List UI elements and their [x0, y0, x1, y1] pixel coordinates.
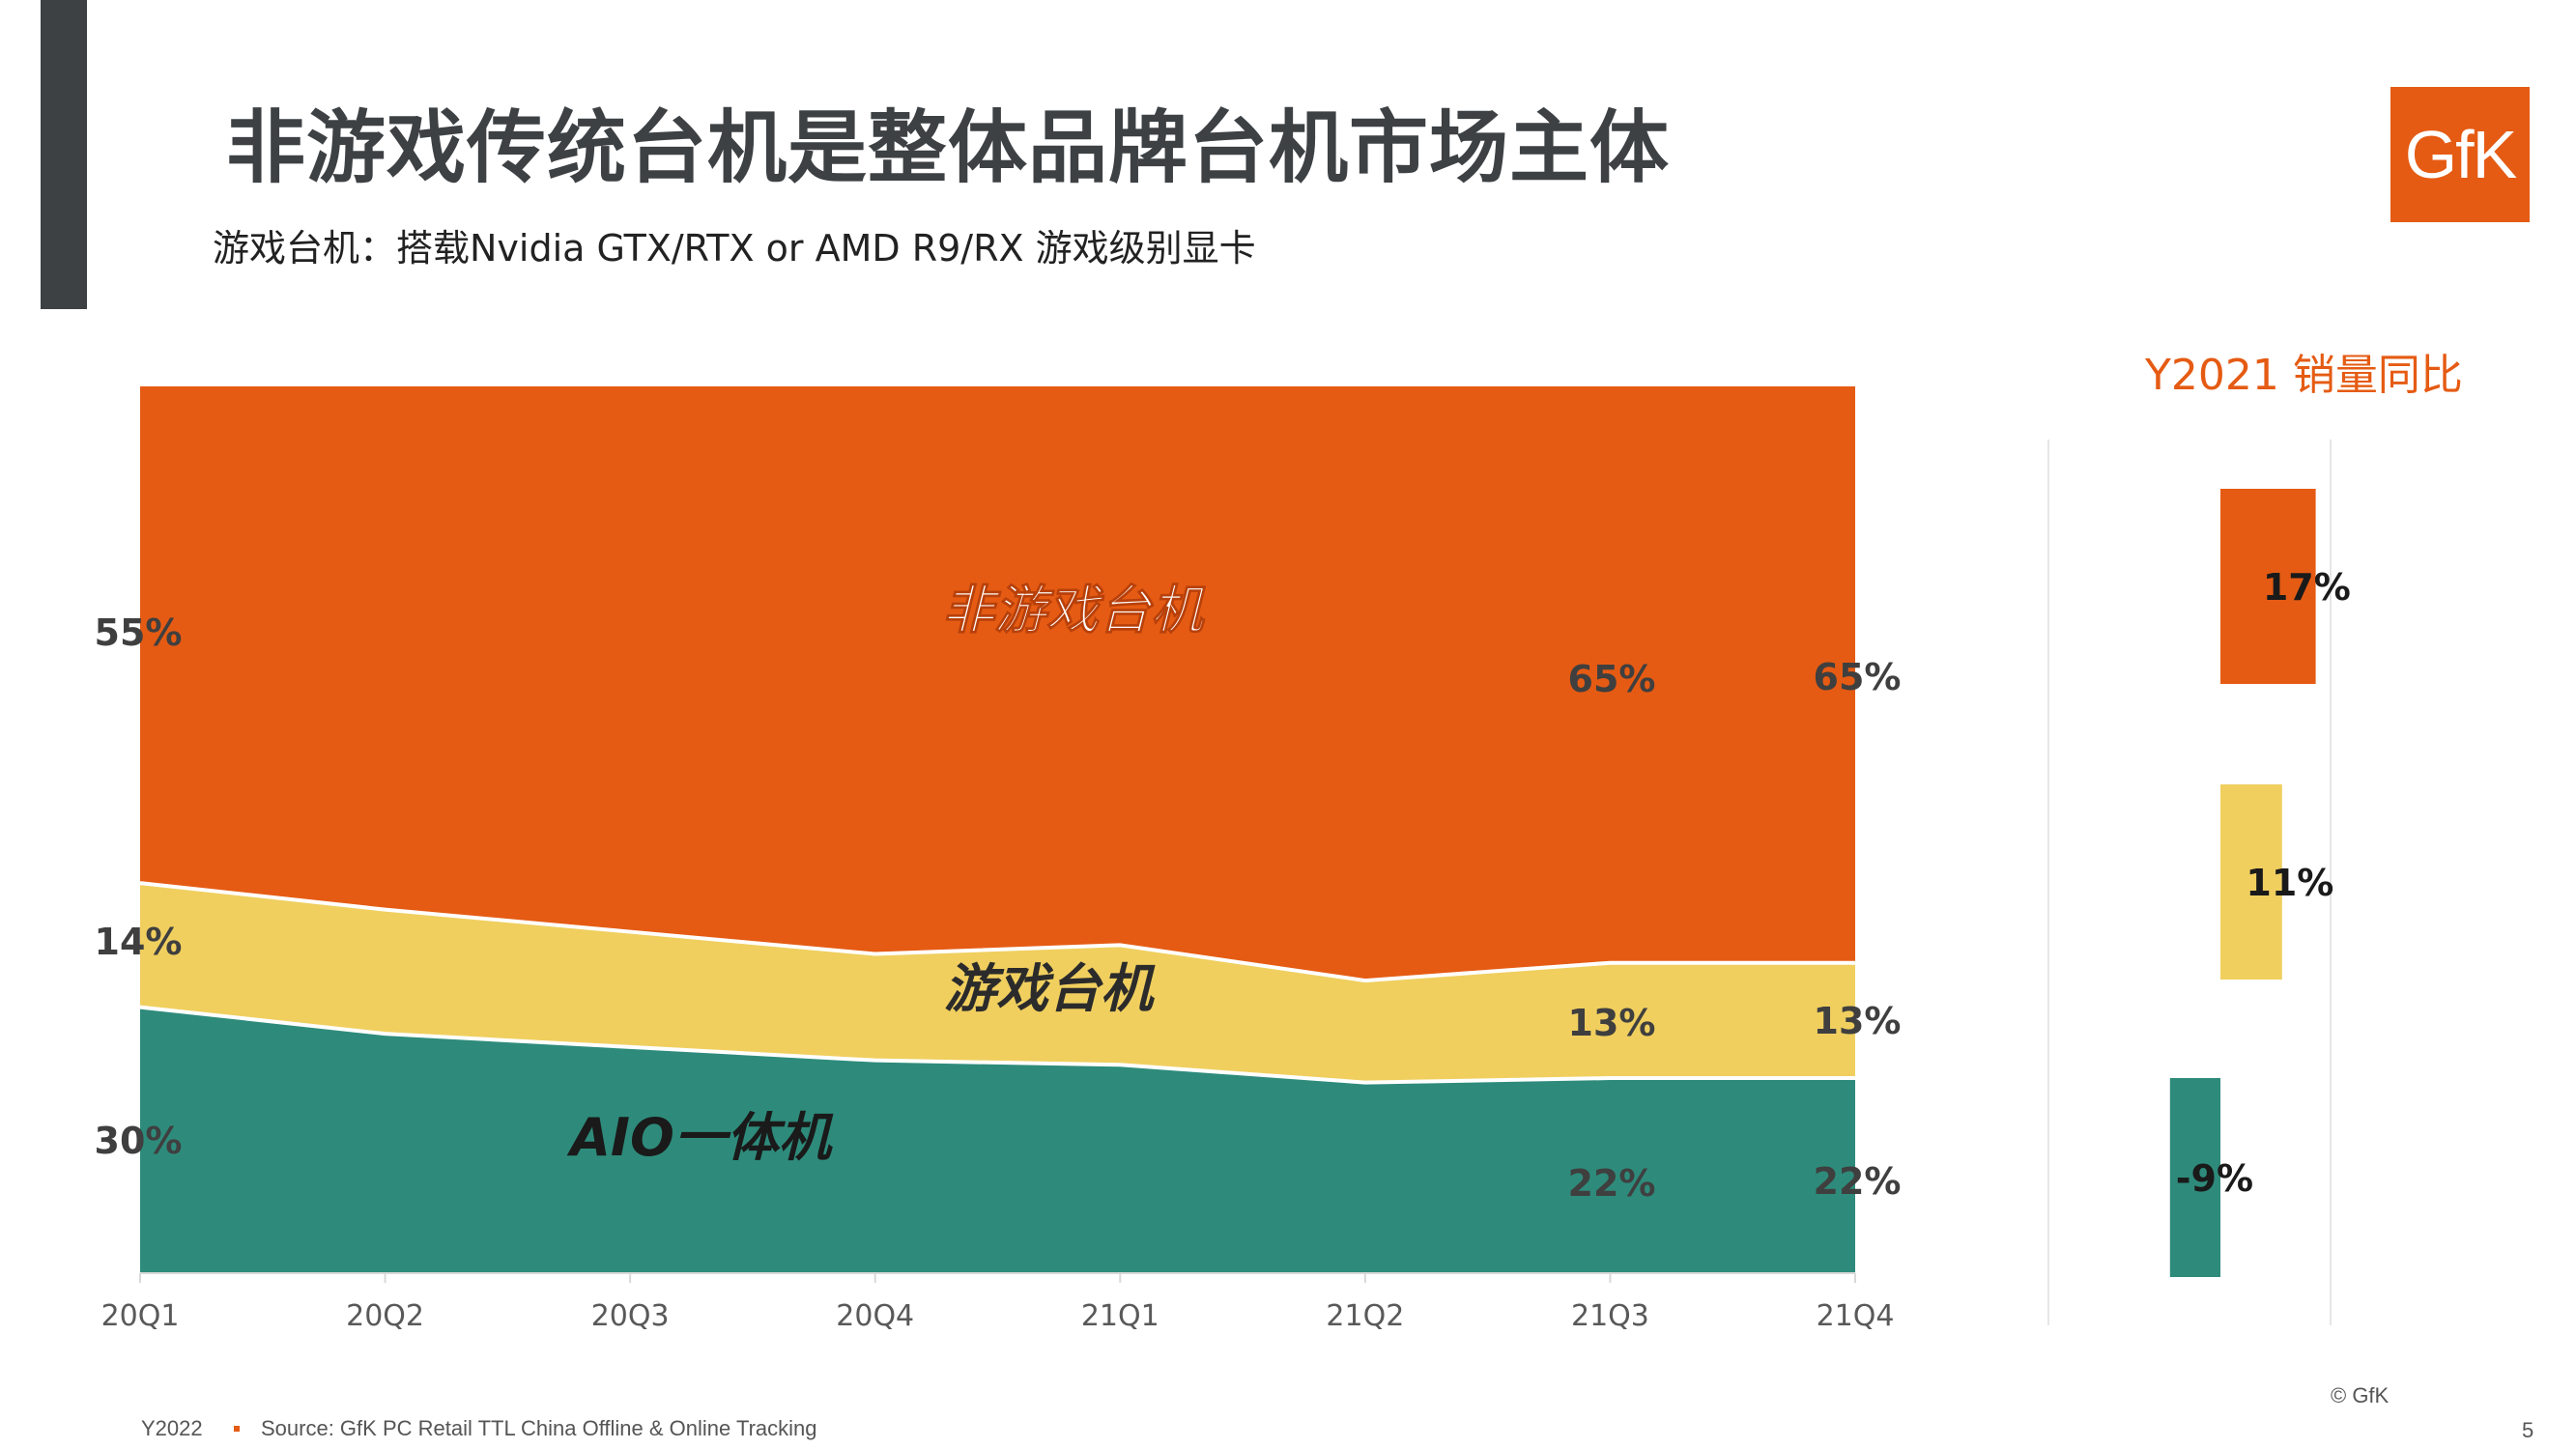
x-tick-label: 20Q3	[591, 1299, 670, 1333]
data-label: 13%	[1814, 1000, 1902, 1042]
x-tick-label: 20Q1	[101, 1299, 180, 1333]
data-label: 65%	[1568, 658, 1656, 700]
yoy-bar-non-gaming	[2220, 489, 2316, 684]
yoy-chart-title: Y2021 销量同比	[2145, 351, 2463, 400]
data-label: 22%	[1568, 1162, 1656, 1205]
area-aio	[140, 1007, 1855, 1273]
data-label: 65%	[1814, 656, 1902, 698]
data-label: 14%	[95, 921, 183, 963]
area-non-gaming	[140, 386, 1855, 981]
x-tick-label: 20Q2	[346, 1299, 424, 1333]
footer-year: Y2022	[141, 1416, 203, 1440]
footer-copyright: © GfK	[2331, 1383, 2390, 1407]
x-tick-label: 21Q1	[1081, 1299, 1159, 1333]
x-tick-label: 21Q3	[1571, 1299, 1649, 1333]
data-label: 30%	[95, 1120, 183, 1162]
page-title: 非游戏传统台机是整体品牌台机市场主体	[226, 102, 1671, 194]
area-gaming	[140, 883, 1855, 1083]
x-tick-label: 21Q2	[1326, 1299, 1404, 1333]
yoy-bar-label: 17%	[2263, 566, 2351, 609]
page-subtitle: 游戏台机：搭载Nvidia GTX/RTX or AMD R9/RX 游戏级别显…	[213, 227, 1256, 270]
footer-source: Source: GfK PC Retail TTL China Offline …	[261, 1416, 817, 1440]
yoy-bar-label: -9%	[2176, 1157, 2253, 1200]
page-number: 5	[2522, 1418, 2534, 1442]
footer-bullet	[234, 1426, 240, 1432]
data-label: 55%	[95, 611, 183, 654]
x-tick-label: 20Q4	[836, 1299, 914, 1333]
accent-bar	[41, 0, 87, 309]
series-name-gaming: 游戏台机	[944, 958, 1156, 1019]
data-label: 13%	[1568, 1002, 1656, 1044]
series-boundary-line	[139, 881, 1855, 983]
series-name-non-gaming: 非游戏台机	[942, 580, 1206, 640]
series-name-aio: AIO一体机	[566, 1107, 834, 1168]
series-boundary-line	[139, 1005, 1855, 1085]
x-tick-label: 21Q4	[1817, 1299, 1895, 1333]
yoy-bar-gaming	[2220, 784, 2282, 980]
yoy-bar-aio	[2169, 1078, 2220, 1277]
yoy-bar-label: 11%	[2246, 862, 2333, 904]
logo-text: GfK	[2404, 117, 2518, 192]
gfk-logo: GfK	[2390, 87, 2530, 222]
data-label: 22%	[1814, 1160, 1902, 1203]
